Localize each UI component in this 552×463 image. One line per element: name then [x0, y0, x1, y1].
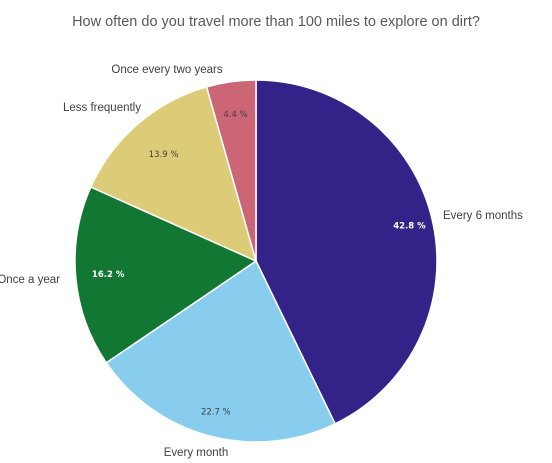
slice-value-label-every-6-months: 42.8 % [393, 222, 426, 232]
slice-value-label-once-a-year: 16.2 % [92, 270, 125, 280]
pie-slice-every-month[interactable] [105, 259, 337, 443]
pie-slices [74, 79, 438, 443]
slice-value-label-less-frequently: 13.9 % [149, 150, 179, 160]
pie-slice-every-6-months[interactable] [255, 79, 438, 425]
slice-category-label-less-frequently: Less frequently [63, 102, 141, 114]
slice-category-label-once-every-two-years: Once every two years [111, 64, 222, 76]
slice-category-labels: Every 6 months Every month Once a year Less… [0, 64, 523, 459]
pie-slice-once-a-year[interactable] [74, 186, 258, 364]
pie-slice-once-every-two-years[interactable] [205, 79, 257, 262]
chart-title: How often do you travel more than 100 mi… [72, 14, 480, 30]
slice-value-labels: 42.8 % 22.7 % 16.2 % 13.9 % 4.4 % [92, 110, 426, 417]
pie-slice-less-frequently[interactable] [89, 85, 258, 263]
slice-value-label-every-month: 22.7 % [201, 407, 231, 417]
slice-category-label-every-6-months: Every 6 months [443, 210, 523, 222]
slice-category-label-every-month: Every month [164, 447, 229, 459]
slice-category-label-once-a-year: Once a year [0, 274, 60, 286]
slice-value-label-once-every-two-years: 4.4 % [223, 110, 247, 120]
